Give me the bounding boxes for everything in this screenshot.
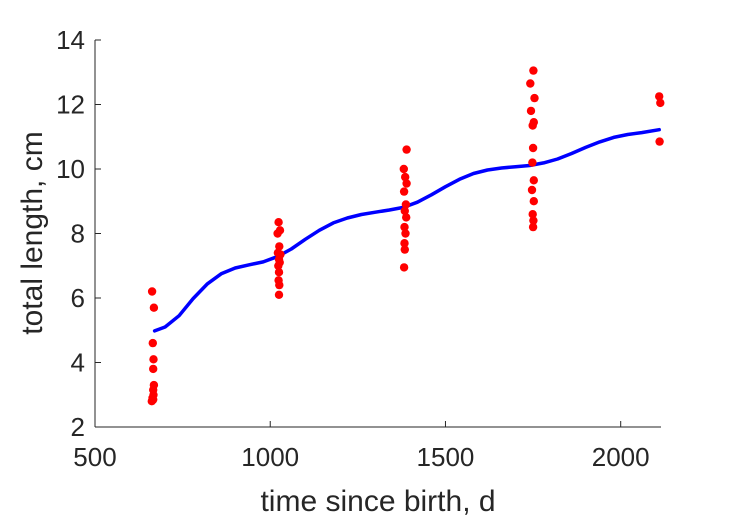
x-axis-label: time since birth, d bbox=[260, 485, 495, 518]
data-point bbox=[399, 263, 409, 272]
data-point bbox=[529, 197, 538, 206]
data-point bbox=[274, 290, 284, 299]
data-point bbox=[400, 222, 409, 232]
data-point bbox=[147, 397, 156, 406]
data-point bbox=[147, 287, 157, 296]
data-point bbox=[399, 187, 409, 196]
data-point bbox=[149, 355, 158, 364]
data-point bbox=[655, 92, 664, 101]
data-point bbox=[527, 185, 537, 195]
data-points bbox=[147, 66, 665, 406]
data-point bbox=[275, 242, 284, 251]
data-point bbox=[529, 176, 538, 185]
data-point bbox=[149, 364, 158, 374]
data-point bbox=[273, 229, 282, 238]
data-point bbox=[530, 93, 539, 103]
data-point bbox=[149, 303, 159, 312]
data-point bbox=[400, 245, 409, 254]
y-axis-label: total length, cm bbox=[16, 131, 49, 334]
y-tick-label: 2 bbox=[71, 412, 85, 442]
x-tick-label: 2000 bbox=[592, 442, 650, 472]
data-point bbox=[529, 66, 538, 75]
x-tick-label: 1000 bbox=[241, 442, 299, 472]
data-point bbox=[655, 137, 664, 146]
y-tick-label: 12 bbox=[56, 90, 85, 120]
data-point bbox=[400, 206, 409, 216]
data-point bbox=[275, 280, 284, 290]
y-tick-label: 6 bbox=[71, 283, 85, 313]
data-point bbox=[528, 143, 538, 153]
data-point bbox=[528, 121, 537, 130]
data-point bbox=[401, 200, 411, 209]
y-tick-label: 8 bbox=[71, 219, 85, 249]
plot-area: 2 4 6 8 10 12 14 500 1000 1500 2000 bbox=[56, 25, 665, 472]
data-point bbox=[528, 222, 538, 232]
data-point bbox=[528, 210, 537, 219]
y-axis-ticks: 2 4 6 8 10 12 14 bbox=[56, 25, 101, 442]
data-point bbox=[526, 106, 536, 116]
y-tick-label: 10 bbox=[56, 154, 85, 184]
data-point bbox=[274, 261, 283, 270]
data-point bbox=[148, 338, 157, 348]
data-point bbox=[400, 239, 409, 248]
x-tick-label: 1500 bbox=[417, 442, 475, 472]
x-axis-ticks: 500 1000 1500 2000 bbox=[73, 421, 650, 472]
data-point bbox=[399, 164, 408, 174]
data-point bbox=[656, 98, 665, 108]
data-point bbox=[274, 218, 283, 227]
data-point bbox=[402, 179, 411, 188]
data-point bbox=[526, 79, 535, 88]
y-tick-label: 4 bbox=[71, 348, 85, 378]
data-point bbox=[274, 268, 284, 277]
y-tick-label: 14 bbox=[56, 25, 85, 55]
data-point bbox=[401, 172, 410, 182]
data-point bbox=[401, 229, 410, 238]
x-tick-label: 500 bbox=[73, 442, 116, 472]
data-point bbox=[402, 213, 411, 222]
data-point bbox=[402, 145, 411, 154]
data-point bbox=[528, 158, 537, 167]
data-point bbox=[529, 216, 538, 225]
